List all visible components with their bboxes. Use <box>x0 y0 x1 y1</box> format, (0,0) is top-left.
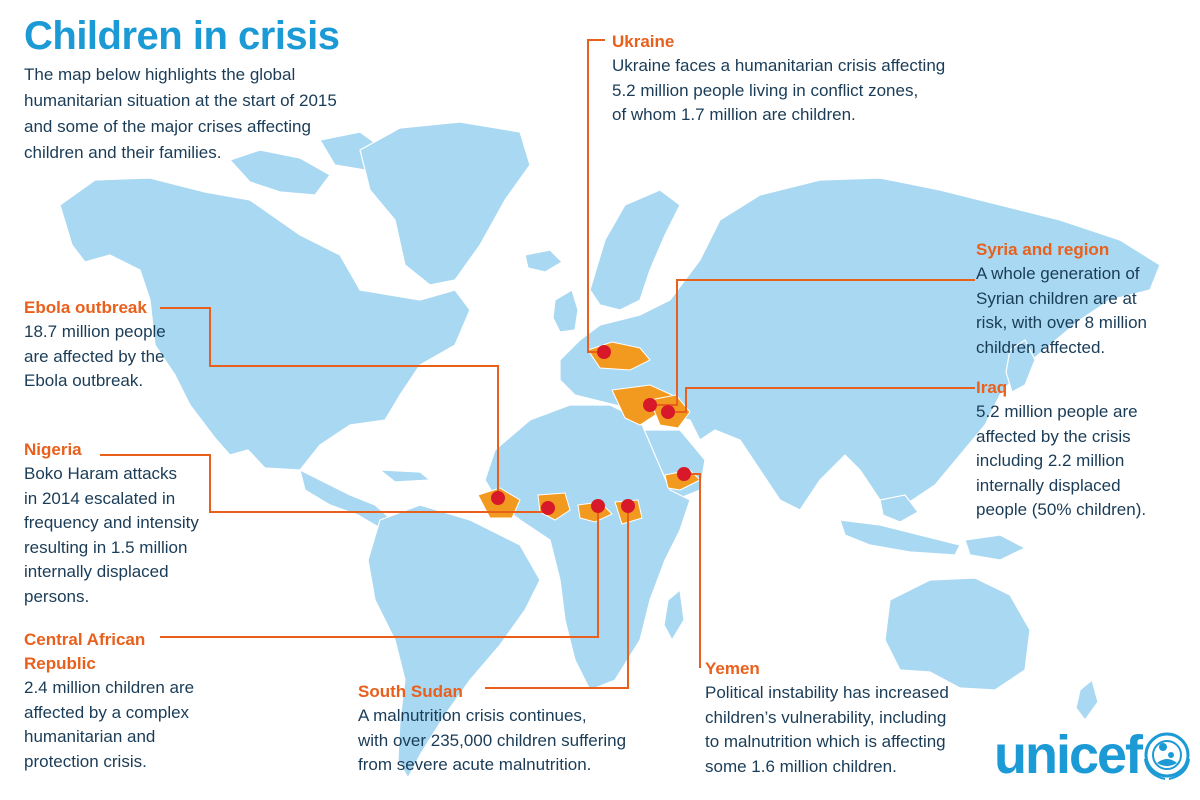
callout-body: 18.7 million people are affected by the … <box>24 322 166 390</box>
leader-south-sudan <box>485 506 629 689</box>
landmass-greenland <box>359 121 531 286</box>
landmass-eurasia <box>559 177 1161 511</box>
unicef-logo: unicef <box>994 728 1193 782</box>
callout-heading: South Sudan <box>358 682 463 701</box>
landmass-north-america <box>59 177 471 471</box>
leader-syria <box>650 279 975 406</box>
callout-heading: Iraq <box>976 378 1008 397</box>
callout-heading: Nigeria <box>24 440 82 459</box>
crisis-markers <box>491 345 691 515</box>
land-layer <box>59 121 1161 779</box>
callout-body: Boko Haram attacks in 2014 escalated in … <box>24 464 199 606</box>
callout-ebola: Ebola outbreak 18.7 million people are a… <box>24 296 214 394</box>
callout-body: 2.4 million children are affected by a c… <box>24 678 195 771</box>
marker-car <box>591 499 605 513</box>
marker-yemen <box>677 467 691 481</box>
marker-nigeria <box>541 501 555 515</box>
callout-heading: Syria and region <box>976 240 1110 259</box>
landmass-new-guinea <box>964 534 1026 561</box>
landmass-south-america <box>367 504 541 779</box>
leader-ebola <box>160 307 499 498</box>
callout-body: Ukraine faces a humanitarian crisis affe… <box>612 56 946 124</box>
marker-iraq <box>661 405 675 419</box>
page-title: Children in crisis <box>24 14 340 58</box>
landmass-australia <box>884 577 1031 691</box>
landmass-caribbean <box>379 469 431 483</box>
callout-body: 5.2 million people are affected by the c… <box>976 402 1147 519</box>
marker-ebola <box>491 491 505 505</box>
landmass-japan <box>1005 339 1036 393</box>
callout-body: Political instability has increased chil… <box>705 683 949 776</box>
marker-syria <box>643 398 657 412</box>
callout-yemen: Yemen Political instability has increase… <box>705 657 985 779</box>
callout-body: A malnutrition crisis continues, with ov… <box>358 706 627 774</box>
callout-heading: Ebola outbreak <box>24 298 147 317</box>
landmass-arctic-islands <box>229 149 331 196</box>
leader-car <box>160 506 599 638</box>
callout-nigeria: Nigeria Boko Haram attacks in 2014 escal… <box>24 438 224 609</box>
callout-heading: Ukraine <box>612 32 675 51</box>
callout-south-sudan: South Sudan A malnutrition crisis contin… <box>358 680 678 778</box>
landmass-new-zealand <box>1075 679 1099 721</box>
callout-central-african-republic: Central African Republic 2.4 million chi… <box>24 628 234 774</box>
callout-heading: Central African Republic <box>24 630 146 673</box>
unicef-emblem-icon <box>1144 732 1191 780</box>
landmass-scandinavia <box>589 189 681 311</box>
landmass-british-isles <box>552 289 579 333</box>
landmass-central-america <box>299 469 393 529</box>
landmass-iceland <box>524 249 563 273</box>
intro-text: The map below highlights the global huma… <box>24 65 337 162</box>
callout-syria: Syria and region A whole generation of S… <box>976 238 1186 360</box>
leader-ukraine <box>587 39 605 353</box>
callout-body: A whole generation of Syrian children ar… <box>976 264 1147 357</box>
unicef-wordmark: unicef <box>994 725 1143 785</box>
callout-heading: Yemen <box>705 659 760 678</box>
marker-south-sudan <box>621 499 635 513</box>
callout-iraq: Iraq 5.2 million people are affected by … <box>976 376 1186 523</box>
landmass-indonesia <box>839 519 961 556</box>
marker-ukraine <box>597 345 611 359</box>
callout-ukraine: Ukraine Ukraine faces a humanitarian cri… <box>612 30 992 128</box>
landmass-borneo <box>879 494 919 523</box>
landmass-madagascar <box>663 589 685 641</box>
leader-iraq <box>668 387 975 413</box>
